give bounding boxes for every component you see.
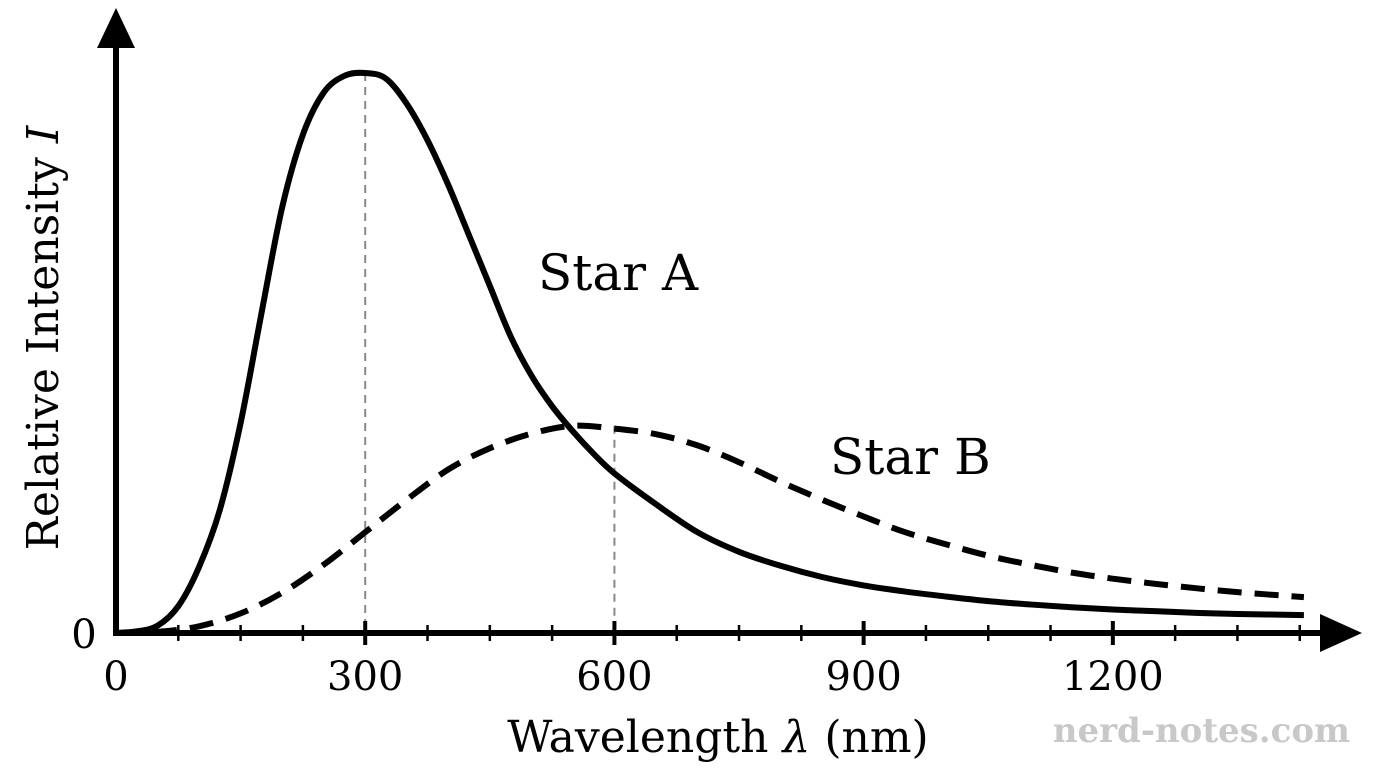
star-a-label: Star A bbox=[538, 244, 699, 302]
peak-guide-lines bbox=[364, 73, 616, 633]
y-zero-tick-label: 0 bbox=[71, 612, 96, 658]
series-line-star-a bbox=[115, 69, 1304, 636]
x-axis-label: Wavelength λ (nm) bbox=[507, 712, 928, 763]
x-tick-label: 0 bbox=[103, 654, 128, 700]
star-b-label: Star B bbox=[830, 428, 991, 486]
series-line-star-b bbox=[115, 422, 1305, 636]
x-axis-label-text: Wavelength bbox=[507, 712, 782, 763]
y-axis-label: Relative Intensity I bbox=[18, 124, 69, 550]
x-axis-label-unit: (nm) bbox=[810, 712, 928, 763]
y-axis-label-text: Relative Intensity bbox=[18, 143, 69, 550]
x-tick-label: 1200 bbox=[1062, 654, 1164, 700]
x-ticks: 0 300 600 900 1200 bbox=[103, 621, 1301, 700]
x-tick-label: 300 bbox=[327, 654, 403, 700]
axes bbox=[97, 8, 1362, 652]
series-layer bbox=[115, 69, 1305, 636]
x-axis-label-symbol: λ bbox=[780, 712, 810, 763]
x-axis-arrowhead bbox=[1320, 614, 1362, 652]
watermark: nerd-notes.com bbox=[1053, 711, 1350, 751]
x-tick-label: 600 bbox=[576, 654, 652, 700]
y-axis-label-symbol: I bbox=[18, 124, 69, 144]
x-tick-label: 900 bbox=[825, 654, 901, 700]
y-axis-arrowhead bbox=[97, 8, 135, 48]
